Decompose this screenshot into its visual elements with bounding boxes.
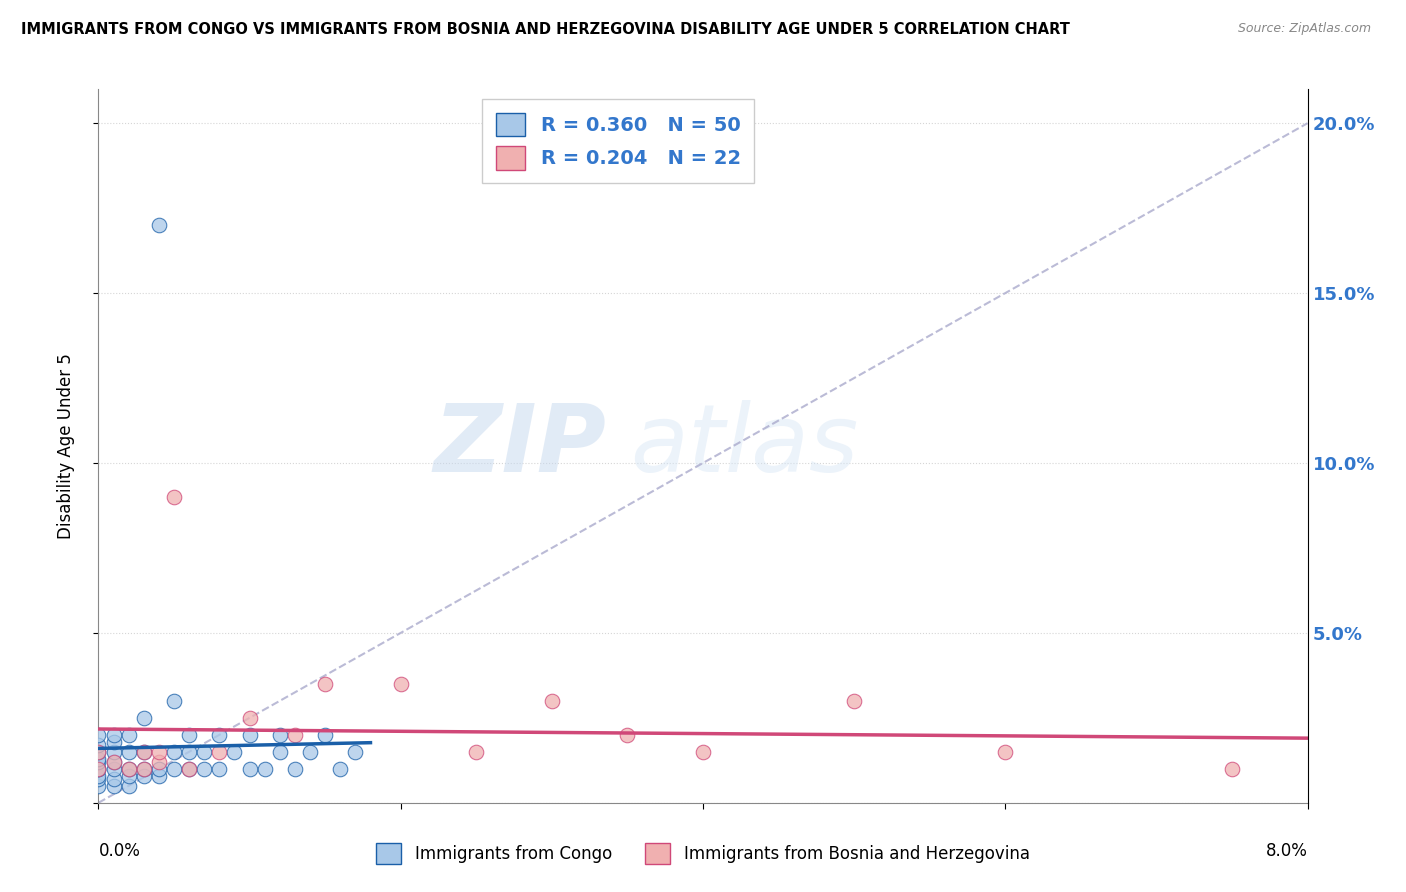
Point [132, 769, 155, 783]
Point [1220, 762, 1243, 776]
Point [87, 762, 110, 776]
Point [163, 745, 186, 759]
Point [253, 762, 276, 776]
Text: 8.0%: 8.0% [1265, 842, 1308, 860]
Point [179, 762, 201, 776]
Point [132, 711, 155, 725]
Point [118, 762, 141, 776]
Point [103, 755, 125, 769]
Point [844, 694, 866, 708]
Point [103, 745, 125, 759]
Point [329, 762, 352, 776]
Point [148, 745, 170, 759]
Point [208, 745, 231, 759]
Point [314, 728, 336, 742]
Text: ZIP: ZIP [433, 400, 606, 492]
Point [208, 762, 231, 776]
Point [118, 745, 141, 759]
Point [389, 677, 412, 691]
Point [284, 762, 307, 776]
Point [314, 677, 336, 691]
Point [87, 779, 110, 793]
Point [239, 728, 262, 742]
Legend: Immigrants from Congo, Immigrants from Bosnia and Herzegovina: Immigrants from Congo, Immigrants from B… [370, 837, 1036, 871]
Point [103, 762, 125, 776]
Point [103, 779, 125, 793]
Point [163, 762, 186, 776]
Point [148, 769, 170, 783]
Point [132, 745, 155, 759]
Point [87, 772, 110, 786]
Point [616, 728, 638, 742]
Point [103, 734, 125, 748]
Point [87, 745, 110, 759]
Point [994, 745, 1017, 759]
Text: IMMIGRANTS FROM CONGO VS IMMIGRANTS FROM BOSNIA AND HERZEGOVINA DISABILITY AGE U: IMMIGRANTS FROM CONGO VS IMMIGRANTS FROM… [21, 22, 1070, 37]
Point [239, 711, 262, 725]
Point [87, 762, 110, 776]
Point [148, 762, 170, 776]
Point [87, 738, 110, 752]
Point [179, 745, 201, 759]
Point [103, 728, 125, 742]
Point [103, 755, 125, 769]
Point [87, 751, 110, 765]
Point [163, 694, 186, 708]
Point [87, 728, 110, 742]
Text: Source: ZipAtlas.com: Source: ZipAtlas.com [1237, 22, 1371, 36]
Text: 0.0%: 0.0% [98, 842, 141, 860]
Point [692, 745, 714, 759]
Y-axis label: Disability Age Under 5: Disability Age Under 5 [56, 353, 75, 539]
Point [118, 769, 141, 783]
Point [224, 745, 246, 759]
Point [179, 728, 201, 742]
Point [540, 694, 562, 708]
Point [132, 762, 155, 776]
Point [344, 745, 367, 759]
Point [118, 728, 141, 742]
Point [148, 218, 170, 232]
Point [118, 779, 141, 793]
Point [118, 762, 141, 776]
Point [163, 490, 186, 504]
Legend: R = 0.360   N = 50, R = 0.204   N = 22: R = 0.360 N = 50, R = 0.204 N = 22 [482, 99, 755, 184]
Point [148, 755, 170, 769]
Point [284, 728, 307, 742]
Point [465, 745, 488, 759]
Point [87, 769, 110, 783]
Point [179, 762, 201, 776]
Point [103, 772, 125, 786]
Point [269, 745, 291, 759]
Point [299, 745, 322, 759]
Point [269, 728, 291, 742]
Point [87, 745, 110, 759]
Text: atlas: atlas [630, 401, 859, 491]
Point [193, 762, 215, 776]
Point [239, 762, 262, 776]
Point [87, 755, 110, 769]
Point [87, 762, 110, 776]
Point [132, 745, 155, 759]
Point [132, 762, 155, 776]
Point [193, 745, 215, 759]
Point [208, 728, 231, 742]
